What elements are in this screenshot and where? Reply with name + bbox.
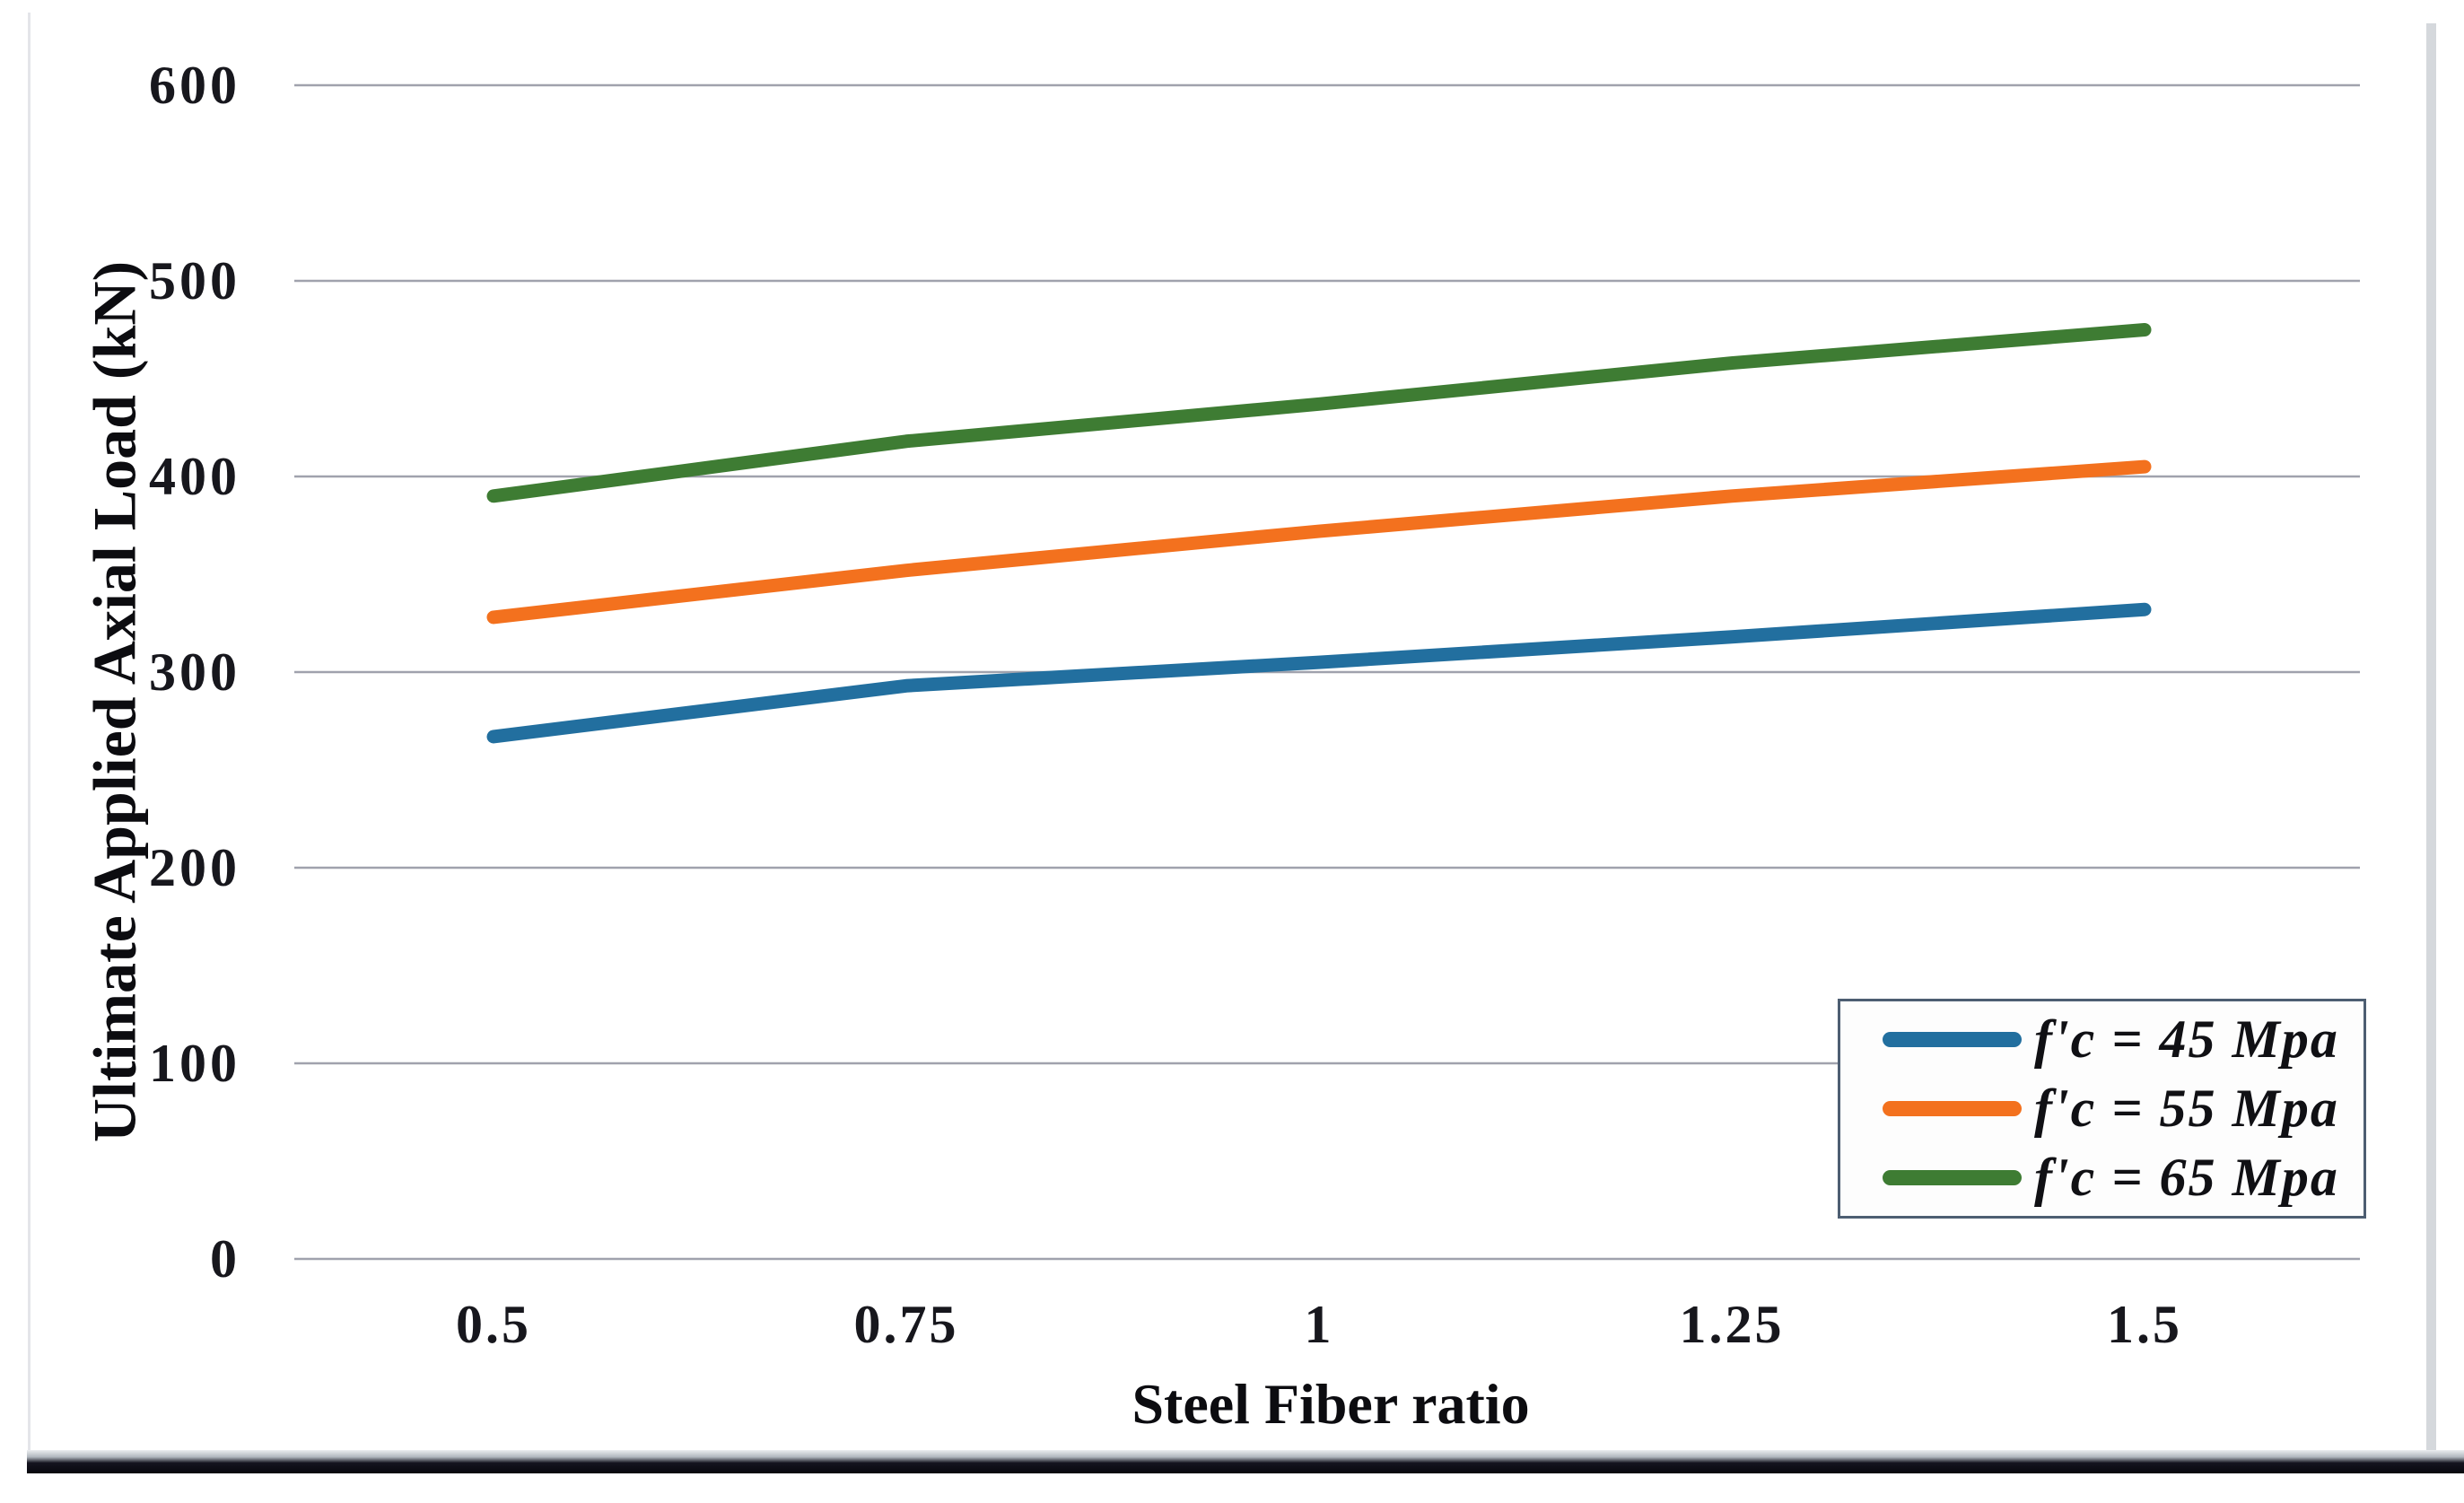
legend-swatch-55mpa: [1883, 1101, 2022, 1116]
series-line-1: [486, 459, 2152, 625]
x-tick-label-1.5: 1.5: [2107, 1295, 2182, 1354]
scan-edge-left: [28, 13, 31, 1452]
legend-label-45mpa: f'c = 45 Mpa: [2034, 1009, 2339, 1069]
legend-label-65mpa: f'c = 65 Mpa: [2034, 1148, 2339, 1207]
y-tick-label-200: 200: [149, 838, 240, 897]
legend-swatch-65mpa: [1883, 1170, 2022, 1185]
x-tick-label-1.25: 1.25: [1679, 1295, 1785, 1354]
series-line-2: [486, 323, 2152, 503]
y-tick-label-500: 500: [149, 251, 240, 310]
x-tick-label-0.75: 0.75: [853, 1295, 959, 1354]
y-tick-label-400: 400: [149, 447, 240, 506]
y-tick-label-0: 0: [210, 1229, 240, 1289]
legend-item-65mpa: f'c = 65 Mpa: [1840, 1147, 2364, 1209]
legend-label-55mpa: f'c = 55 Mpa: [2034, 1079, 2339, 1138]
legend-swatch-45mpa: [1883, 1032, 2022, 1047]
x-tick-label-0.5: 0.5: [456, 1295, 531, 1354]
y-tick-label-300: 300: [149, 642, 240, 702]
y-tick-label-600: 600: [149, 56, 240, 115]
legend-box: f'c = 45 Mpa f'c = 55 Mpa f'c = 65 Mpa: [1838, 999, 2366, 1219]
y-tick-label-100: 100: [149, 1034, 240, 1093]
legend-item-45mpa: f'c = 45 Mpa: [1840, 1009, 2364, 1070]
series-line-0: [486, 602, 2152, 744]
scan-edge-right: [2426, 23, 2436, 1463]
y-axis-title: Ultimate Applied Axial Load (kN): [80, 260, 149, 1143]
x-axis-title: Steel Fiber ratio: [1132, 1372, 1530, 1436]
scan-edge-bottom: [27, 1450, 2464, 1473]
legend-item-55mpa: f'c = 55 Mpa: [1840, 1078, 2364, 1140]
x-tick-label-1: 1: [1304, 1295, 1334, 1354]
